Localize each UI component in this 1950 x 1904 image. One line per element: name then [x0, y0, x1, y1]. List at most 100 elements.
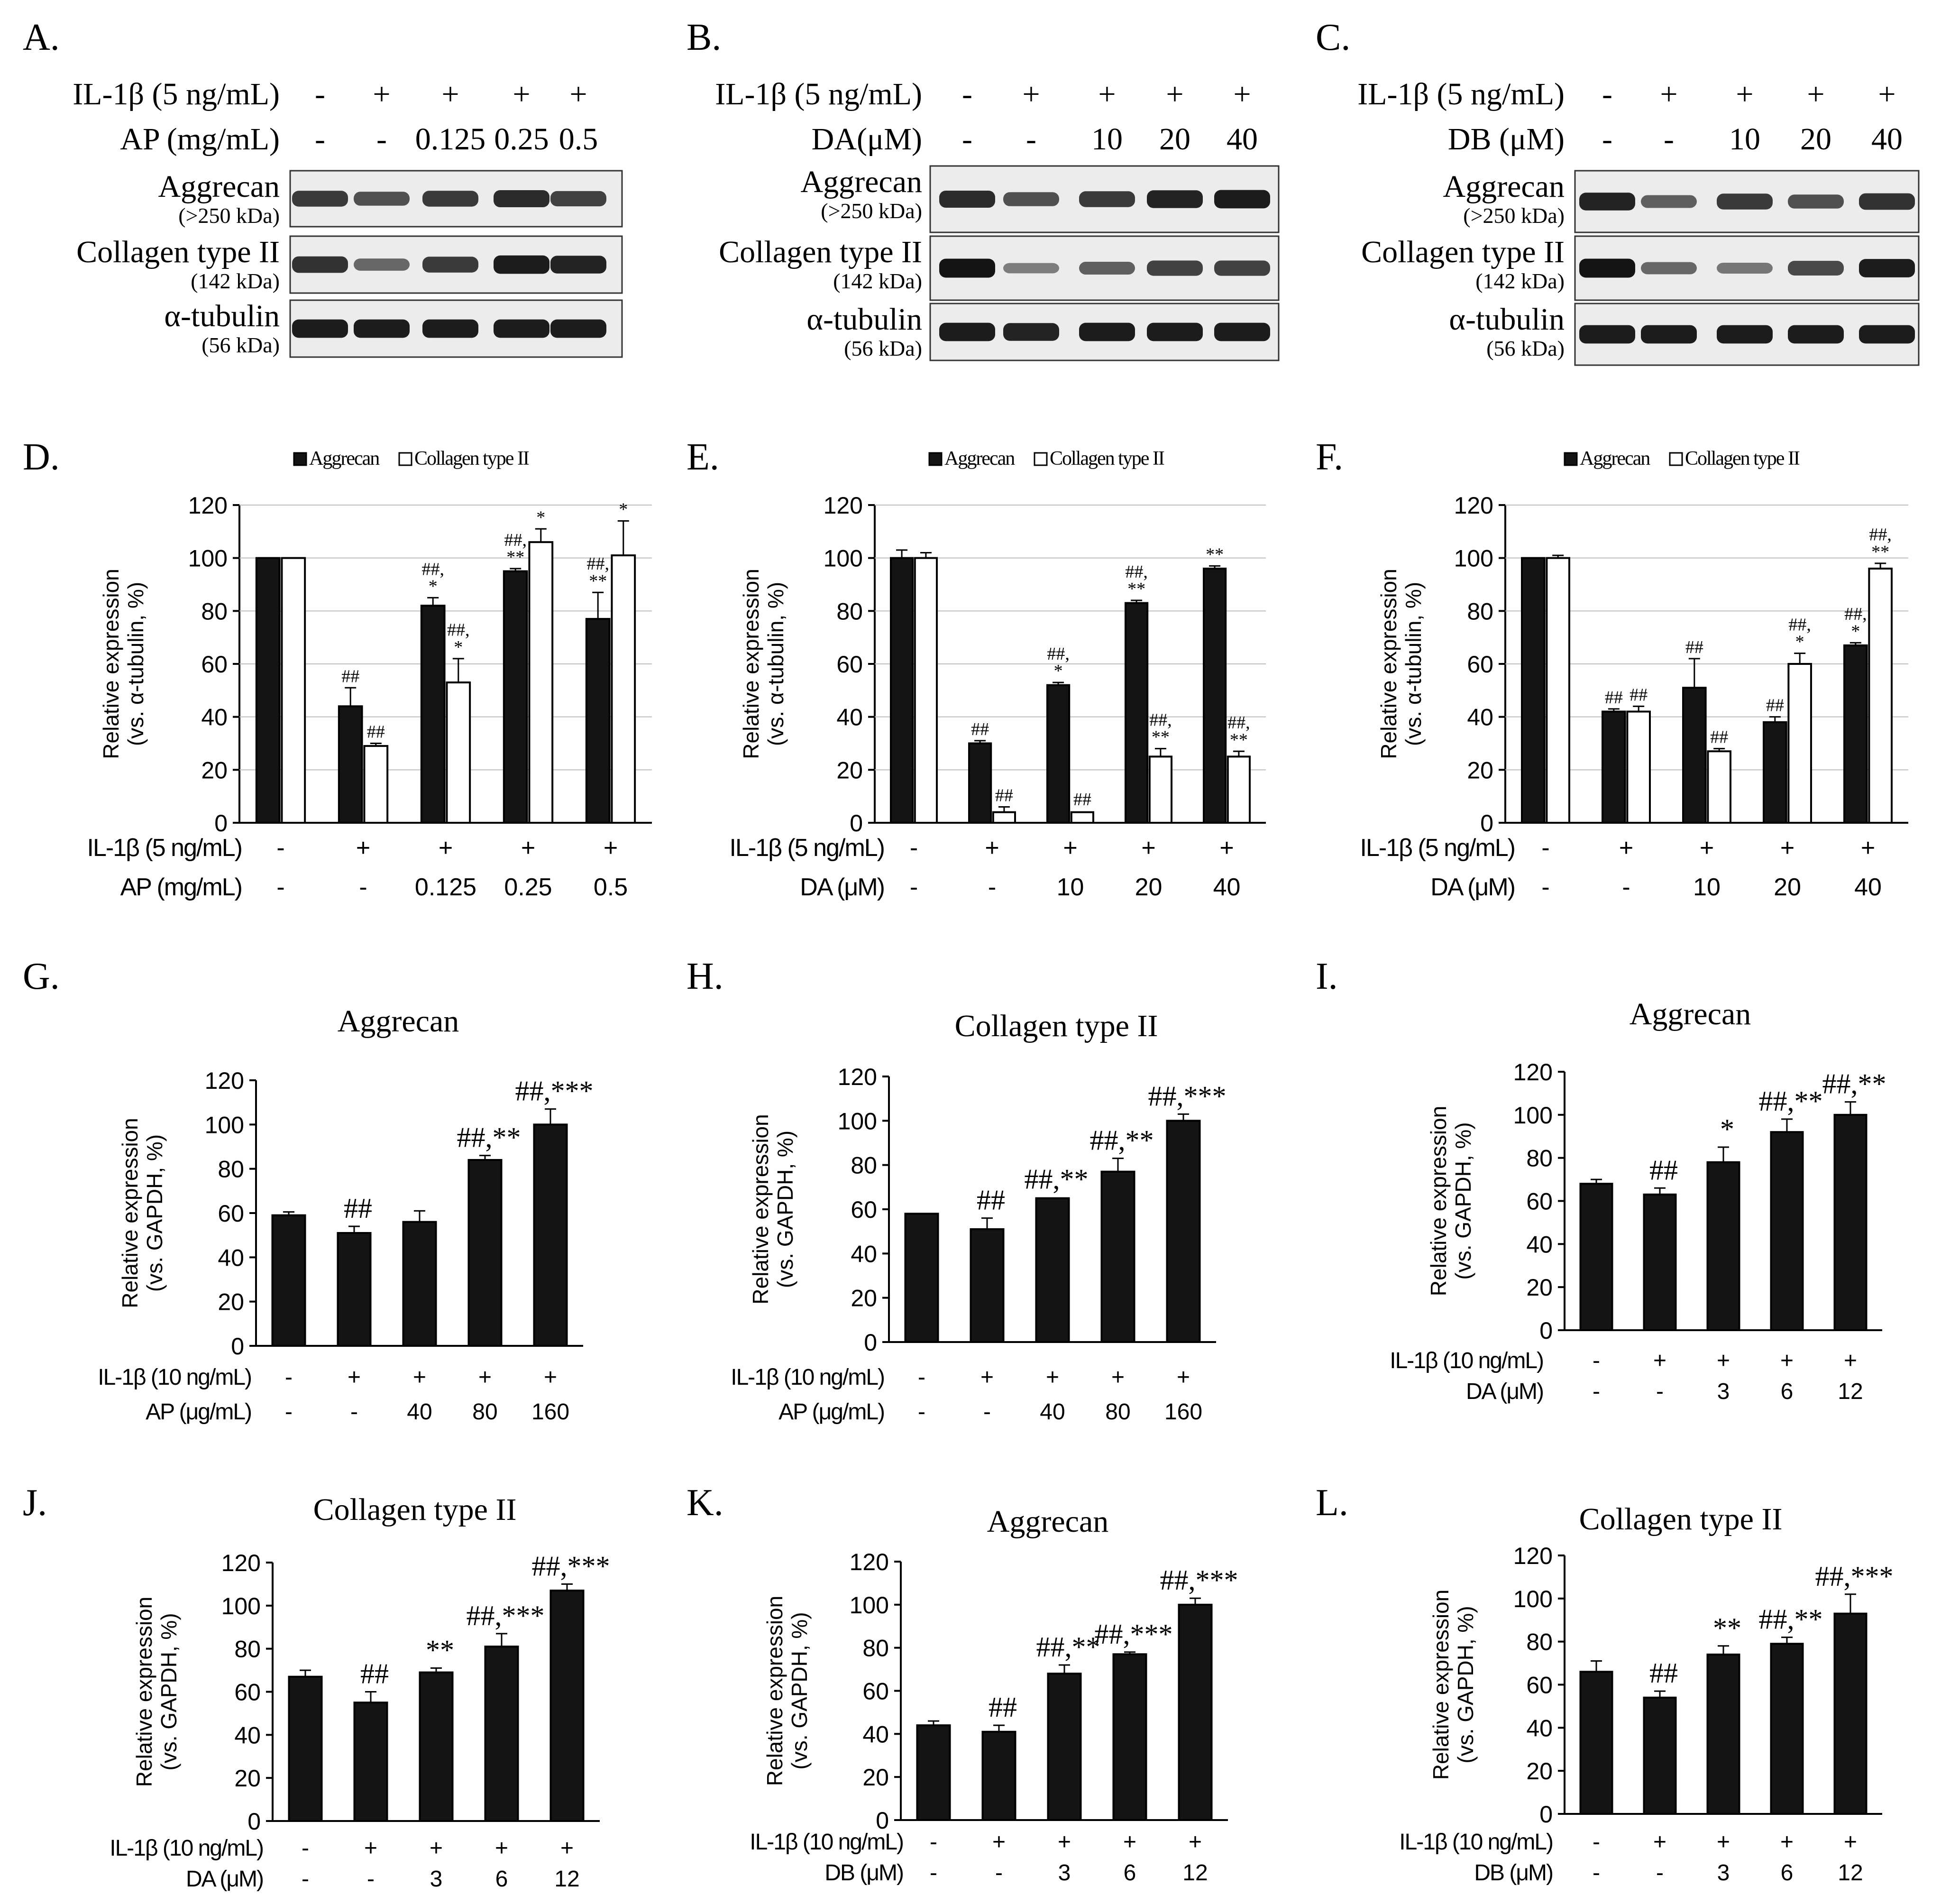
chart-title: Aggrecan	[987, 1504, 1109, 1539]
condition-value: 12	[554, 1867, 579, 1892]
significance-label-line: ##,	[421, 559, 444, 579]
bar-chart-layer: D. Aggrecan Collagen type II02040608010012…	[23, 436, 1908, 1892]
condition-label: IL-1β (5 ng/mL)	[715, 77, 922, 111]
bar	[288, 1675, 323, 1822]
condition-label: IL-1β (10 ng/mL)	[1399, 1830, 1553, 1855]
condition-label: IL-1β (5 ng/mL)	[73, 77, 280, 111]
condition-value: -	[930, 1860, 937, 1886]
significance-label: ##,**	[1227, 713, 1250, 750]
y-tick-label: 0	[1480, 810, 1493, 837]
y-tick-label: 60	[201, 651, 228, 678]
blot-band	[1641, 195, 1697, 208]
condition-value: 20	[1135, 874, 1163, 901]
panel-letter: I.	[1316, 956, 1338, 997]
condition-value: +	[560, 1836, 574, 1861]
condition-value: 20	[1159, 122, 1190, 156]
condition-value: +	[1780, 1348, 1794, 1373]
western-panel-c: C.IL-1β (5 ng/mL) - + + + + DB (μM) - - 10 20 40 Agg…	[1316, 17, 1920, 366]
bar	[970, 1228, 1005, 1343]
condition-label: AP (mg/mL)	[120, 122, 280, 156]
significance-label-line: ##,	[1788, 615, 1811, 635]
condition-label: IL-1β (10 ng/mL)	[98, 1365, 251, 1390]
y-tick-label: 60	[862, 1678, 889, 1705]
significance-label: ##	[1710, 727, 1728, 747]
blot-band	[939, 322, 995, 341]
condition-value: 0.25	[494, 122, 549, 156]
significance-label: ##, *	[447, 620, 470, 657]
y-tick-label: 120	[1454, 492, 1493, 519]
bar	[968, 742, 992, 824]
condition-value: 10	[1693, 874, 1721, 901]
condition-value: 80	[1105, 1399, 1130, 1425]
significance-label: ##	[1766, 696, 1784, 716]
blot-band	[1003, 192, 1059, 206]
blot-band	[1003, 323, 1059, 341]
condition-value: +	[604, 834, 618, 862]
y-tick-label: 80	[862, 1635, 889, 1662]
y-tick-label: 100	[1513, 1102, 1553, 1129]
condition-value: +	[1700, 834, 1714, 862]
y-tick-label: 20	[862, 1764, 889, 1791]
y-tick-label: 100	[205, 1112, 244, 1138]
blot-size-label: (56 kDa)	[844, 336, 922, 360]
y-axis-label: Relative expression(vs. α-tubulin, %)	[99, 569, 148, 759]
y-tick-label: 0	[876, 1807, 889, 1834]
condition-value: +	[1058, 1830, 1071, 1855]
bar	[1546, 557, 1570, 824]
significance-label: ##,**	[1759, 1604, 1823, 1635]
y-axis-label-line: Relative expression	[99, 569, 123, 759]
y-tick-label: 120	[1513, 1059, 1553, 1085]
bar	[992, 811, 1016, 824]
blot-band	[939, 258, 995, 278]
significance-label: ##	[1649, 1657, 1678, 1689]
condition-value: -	[1541, 874, 1549, 901]
bar	[363, 745, 389, 824]
y-tick-label: 40	[218, 1244, 244, 1271]
blot-band	[1859, 325, 1915, 344]
condition-label: IL-1β (5 ng/mL)	[730, 834, 884, 862]
significance-label-line: ##,**	[1759, 1604, 1823, 1635]
legend-label: Aggrecan	[1580, 448, 1650, 469]
bar	[1602, 710, 1626, 824]
significance-label-line: ##	[977, 1185, 1005, 1216]
blot-band	[1788, 194, 1844, 209]
condition-value: 20	[1774, 874, 1801, 901]
y-tick-label: 100	[221, 1593, 261, 1619]
y-axis-label-line: Relative expression	[748, 1114, 773, 1304]
y-axis-label-line: Relative expression	[739, 569, 763, 759]
significance-label: **	[1206, 544, 1224, 564]
y-tick-label: 40	[201, 704, 228, 731]
significance-label: ##, *	[1047, 644, 1070, 681]
bar	[337, 1232, 372, 1347]
condition-label: IL-1β (5 ng/mL)	[1360, 834, 1515, 862]
condition-value: 6	[1124, 1860, 1136, 1886]
bar	[1843, 644, 1868, 824]
significance-label: ##,**	[457, 1122, 521, 1153]
y-tick-label: 0	[1539, 1317, 1553, 1344]
significance-label-line: **	[1127, 579, 1145, 599]
condition-value: -	[302, 1836, 309, 1861]
blot-size-label: (>250 kDa)	[1463, 203, 1565, 228]
blot-band	[494, 255, 549, 274]
condition-value: +	[1111, 1365, 1125, 1390]
significance-label-line: ##	[1649, 1154, 1678, 1186]
condition-value: +	[1189, 1830, 1202, 1855]
significance-label: ##	[1605, 688, 1623, 708]
condition-value: -	[1541, 834, 1549, 862]
condition-value: +	[1717, 1830, 1730, 1855]
blot-band	[1788, 325, 1844, 344]
significance-label-line: ##,**	[1822, 1068, 1886, 1100]
chart-panel-j: J. Collagen type II 0 20 40 60 80 100 120 Relativ…	[23, 1482, 610, 1892]
significance-label-line: *	[1795, 632, 1804, 652]
condition-value: 6	[495, 1867, 508, 1892]
blot-band	[1788, 261, 1844, 276]
y-tick-label: 20	[234, 1765, 261, 1792]
blot-band	[292, 256, 348, 273]
bar	[1035, 1197, 1070, 1343]
y-axis-label-line: (vs. GAPDH, %)	[1451, 1122, 1475, 1279]
panel-letter: L.	[1316, 1482, 1348, 1524]
condition-value: -	[1622, 874, 1630, 901]
y-axis-label-line: (vs. GAPDH, %)	[142, 1134, 167, 1292]
y-tick-label: 120	[221, 1550, 261, 1576]
blot-band	[494, 319, 549, 338]
